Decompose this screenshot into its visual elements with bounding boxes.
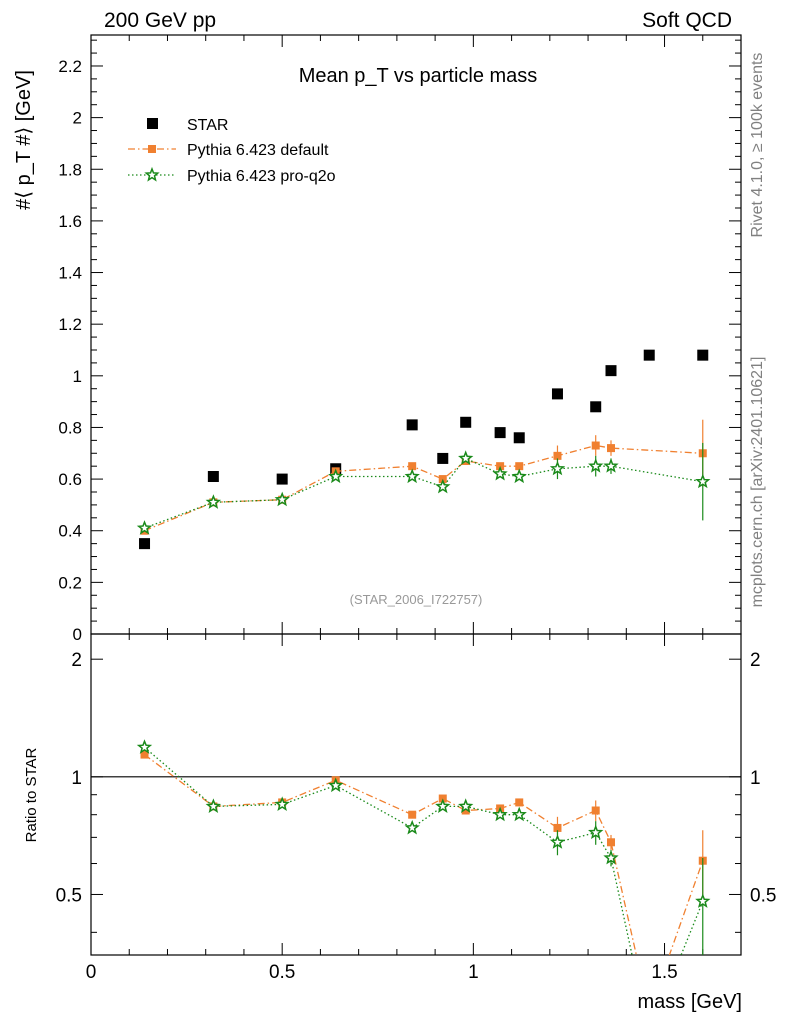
- main-star-data-point: [590, 401, 602, 413]
- chart-title: Mean p_T vs particle mass: [299, 65, 538, 87]
- legend-proq2o-label: Pythia 6.423 pro-q2o: [187, 168, 336, 185]
- main-y-tick-label: 0: [73, 625, 82, 644]
- legend-star-label: STAR: [187, 117, 228, 134]
- main-y-tick-label: 2.2: [58, 57, 82, 76]
- ratio-y-tick-label-right: 2: [750, 650, 761, 671]
- analysis-watermark: (STAR_2006_I722757): [350, 592, 483, 607]
- ratio-y-tick-label-left: 2: [71, 650, 82, 671]
- main-star-data-point: [406, 419, 418, 431]
- ratio-proq2o-point: [458, 798, 474, 813]
- ratio-proq2o-point: [205, 798, 222, 814]
- ratio-proq2o-point: [435, 798, 451, 814]
- ratio-default-line: [144, 754, 704, 955]
- main-default-point: [408, 462, 417, 471]
- ratio-proq2o-point: [695, 893, 711, 908]
- ratio-default-point: [591, 806, 600, 815]
- main-proq2o-point: [435, 478, 451, 494]
- ratio-proq2o-point: [136, 739, 153, 754]
- mcplots-label: mcplots.cern.ch [arXiv:2401.10621]: [749, 357, 766, 608]
- main-proq2o-point: [695, 473, 711, 489]
- ratio-panel-frame: [90, 633, 742, 956]
- main-star-data-point: [551, 388, 563, 400]
- x-axis-title: mass [GeV]: [638, 991, 742, 1013]
- main-star-data-point: [494, 427, 506, 439]
- main-proq2o-point: [328, 468, 344, 484]
- main-y-tick-label: 1.4: [58, 264, 82, 283]
- main-y-tick-label: 0.6: [58, 470, 82, 489]
- ratio-default-point: [408, 810, 417, 819]
- main-y-tick-label: 1.6: [58, 212, 82, 231]
- ratio-proq2o-point: [328, 777, 344, 793]
- ratio-y-tick-label-right: 0.5: [750, 885, 776, 906]
- main-y-tick-label: 1: [73, 367, 82, 386]
- header-right-label: Soft QCD: [642, 9, 732, 32]
- main-y-tick-label: 0.8: [58, 418, 82, 437]
- main-star-data-point: [513, 432, 525, 444]
- main-default-point: [591, 441, 600, 450]
- ratio-proq2o-point: [511, 806, 527, 822]
- legend-default-marker: [148, 145, 156, 153]
- ratio-proq2o-point: [404, 819, 420, 835]
- main-proq2o-point: [205, 494, 222, 509]
- x-tick-label: 1.5: [651, 962, 677, 983]
- main-y-tick-label: 1.2: [58, 315, 82, 334]
- ratio-default-point: [140, 750, 149, 759]
- main-proq2o-point: [492, 465, 508, 481]
- ratio-proq2o-line: [144, 746, 704, 955]
- ratio-default-point: [515, 798, 524, 807]
- main-default-point: [607, 444, 615, 453]
- main-star-data-point: [605, 365, 617, 377]
- ratio-proq2o-point: [549, 834, 566, 849]
- main-star-data-point: [207, 471, 219, 483]
- main-star-data-point: [437, 452, 449, 464]
- main-y-tick-label: 0.2: [58, 573, 82, 592]
- main-y-axis-title: #⟨ p_T #⟩ [GeV]: [13, 70, 35, 210]
- header-left-label: 200 GeV pp: [104, 9, 216, 32]
- legend-star-marker: [147, 118, 158, 129]
- ratio-proq2o-point: [603, 849, 619, 865]
- ratio-y-tick-label-left: 1: [71, 768, 82, 789]
- main-y-tick-label: 1.8: [58, 160, 82, 179]
- x-tick-label: 0: [86, 962, 97, 983]
- main-star-data-point: [643, 349, 655, 361]
- ratio-proq2o-point: [274, 796, 290, 812]
- ratio-default-point: [461, 806, 470, 815]
- ratio-default-point: [607, 838, 615, 847]
- main-proq2o-point: [588, 458, 604, 473]
- main-proq2o-point: [458, 450, 474, 465]
- main-star-data-point: [276, 473, 288, 485]
- legend: STAR Pythia 6.423 default Pythia 6.423 p…: [128, 117, 336, 185]
- main-y-tick-label: 0.4: [58, 522, 82, 541]
- main-default-line: [144, 444, 703, 532]
- main-proq2o-point: [404, 468, 420, 484]
- main-proq2o-point: [274, 491, 290, 507]
- ratio-default-point: [553, 823, 562, 832]
- main-star-data-point: [697, 349, 709, 361]
- main-star-data-point: [139, 538, 151, 550]
- ratio-y-tick-label-left: 0.5: [56, 885, 82, 906]
- rivet-version-label: Rivet 4.1.0, ≥ 100k events: [749, 53, 766, 238]
- main-proq2o-point: [136, 520, 153, 535]
- main-y-tick-label: 2: [73, 109, 82, 128]
- legend-proq2o-marker: [144, 166, 160, 182]
- main-proq2o-point: [511, 468, 527, 484]
- main-default-point: [553, 451, 562, 460]
- main-star-data-point: [460, 416, 472, 428]
- ratio-y-tick-label-right: 1: [750, 768, 761, 789]
- x-tick-label: 0.5: [269, 962, 295, 983]
- main-default-point: [515, 462, 524, 471]
- main-proq2o-line: [144, 457, 703, 529]
- ratio-proq2o-point: [492, 806, 508, 822]
- ratio-y-axis-title: Ratio to STAR: [23, 747, 40, 842]
- legend-default-label: Pythia 6.423 default: [187, 142, 329, 159]
- main-proq2o-point: [549, 460, 566, 476]
- ratio-proq2o-point: [588, 824, 604, 840]
- x-tick-label: 1: [468, 962, 479, 983]
- main-proq2o-point: [603, 458, 619, 473]
